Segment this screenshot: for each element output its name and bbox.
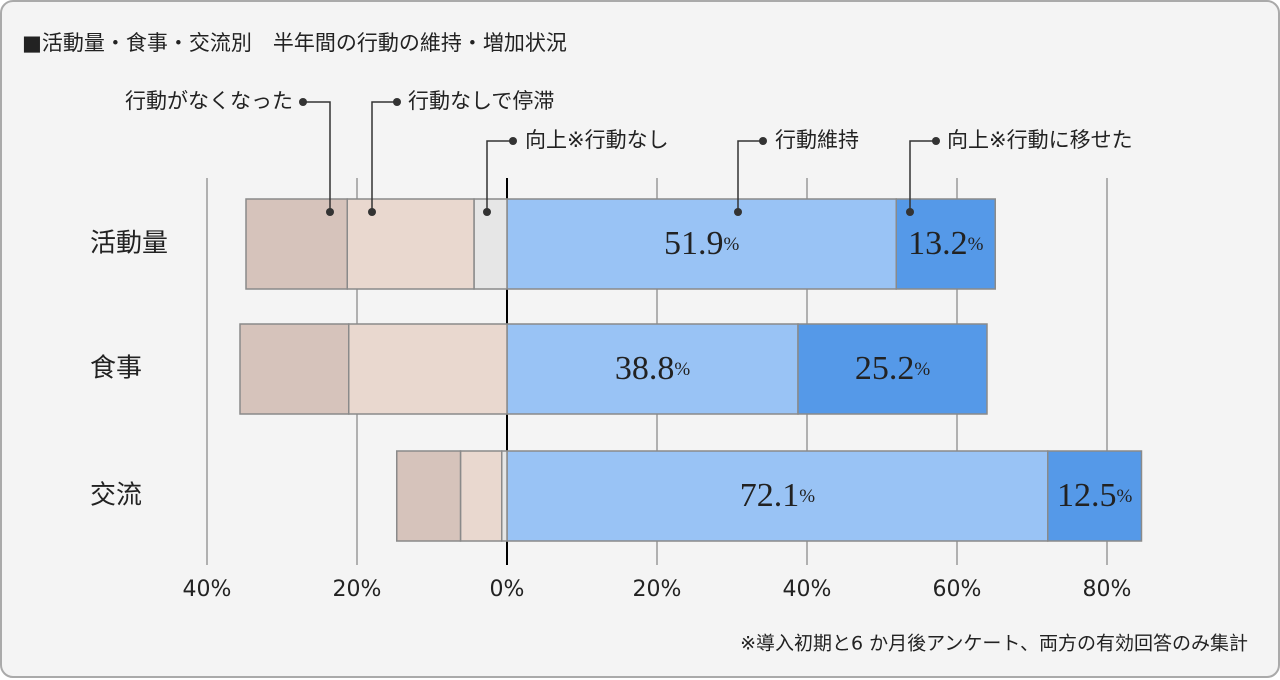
- value-number: 38.8: [615, 350, 675, 387]
- legend-label: 行動維持: [775, 128, 859, 152]
- legend-label: 行動なしで停滞: [408, 89, 554, 113]
- bar-segment: [501, 450, 508, 542]
- value-label: 12.5%: [1057, 477, 1133, 514]
- bar-segment: [506, 198, 897, 290]
- bar-segment: [473, 198, 508, 290]
- bar-segment: [396, 450, 462, 542]
- value-unit: %: [914, 359, 930, 380]
- value-unit: %: [968, 234, 984, 255]
- value-number: 13.2: [908, 225, 968, 262]
- value-label: 51.9%: [664, 225, 740, 262]
- bar-segment: [797, 323, 988, 415]
- footnote: ※導入初期と6 か月後アンケート、両方の有効回答のみ集計: [740, 633, 1248, 655]
- value-label: 38.8%: [615, 350, 691, 387]
- value-unit: %: [723, 234, 739, 255]
- leader-dot: [734, 208, 742, 216]
- value-label: 13.2%: [908, 225, 984, 262]
- value-unit: %: [674, 359, 690, 380]
- value-number: 25.2: [855, 350, 915, 387]
- bar-segment: [506, 450, 1049, 542]
- x-tick-label: 20%: [333, 577, 382, 602]
- leader-dot: [368, 208, 376, 216]
- value-unit: %: [799, 486, 815, 507]
- value-unit: %: [1116, 486, 1132, 507]
- x-tick-label: 80%: [1083, 577, 1132, 602]
- x-tick-label: 20%: [633, 577, 682, 602]
- leader-dot: [932, 137, 940, 145]
- leader-dot: [759, 137, 767, 145]
- x-tick-label: 40%: [183, 577, 232, 602]
- value-number: 72.1: [740, 477, 800, 514]
- bar-segment: [239, 323, 350, 415]
- legend-label: 行動がなくなった: [125, 89, 293, 113]
- leader-line: [486, 140, 513, 212]
- value-number: 51.9: [664, 225, 724, 262]
- leader-dot: [326, 208, 334, 216]
- x-tick-label: 40%: [783, 577, 832, 602]
- value-label: 72.1%: [740, 477, 816, 514]
- value-label: 25.2%: [855, 350, 931, 387]
- bar-segment: [459, 450, 503, 542]
- leader-dot: [483, 208, 491, 216]
- leader-dot: [299, 98, 307, 106]
- bar-segment: [348, 323, 508, 415]
- category-label: 食事: [90, 354, 142, 384]
- leader-dot: [509, 137, 517, 145]
- legend-label: 向上※行動に移せた: [947, 128, 1133, 152]
- leader-line: [737, 140, 763, 212]
- legend-label: 向上※行動なし: [525, 128, 669, 152]
- category-label: 交流: [90, 481, 142, 511]
- x-tick-label: 0%: [490, 577, 525, 602]
- chart-title: ■活動量・食事・交流別 半年間の行動の維持・増加状況: [22, 31, 567, 55]
- leader-dot: [906, 208, 914, 216]
- leader-line: [909, 140, 936, 212]
- category-label: 活動量: [90, 229, 168, 259]
- leader-line: [303, 101, 331, 212]
- bar-segment: [1047, 450, 1143, 542]
- value-number: 12.5: [1057, 477, 1117, 514]
- leader-dot: [393, 98, 401, 106]
- x-tick-label: 60%: [933, 577, 982, 602]
- bar-segment: [346, 198, 475, 290]
- leader-line: [371, 101, 397, 212]
